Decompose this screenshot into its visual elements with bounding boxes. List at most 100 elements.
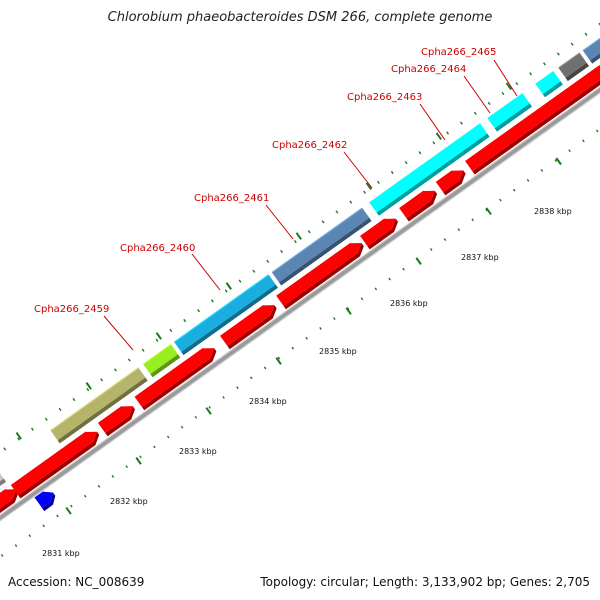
cds-feature-4-side — [141, 348, 217, 411]
gene-label-2459[interactable]: Cpha266_2459 — [34, 304, 109, 315]
outer-major-tick-1 — [15, 431, 22, 440]
inner-tick-2 — [28, 534, 32, 538]
cds-feature-4 — [134, 347, 217, 411]
inner-tick-41 — [568, 149, 571, 153]
cds-feature-4-hl — [134, 347, 204, 398]
major-tick-5 — [345, 307, 352, 315]
gene-label-2461[interactable]: Cpha266_2461 — [194, 193, 269, 204]
outer-tick-26 — [335, 210, 339, 214]
gene-feature-gray-side — [565, 62, 589, 82]
label-layer: Cpha266_2459 Cpha266_2460 Cpha266_2461 C… — [34, 47, 572, 558]
inner-tick-33 — [457, 228, 461, 232]
kbp-label-2831: 2831 kbp — [42, 549, 80, 558]
inner-tick-3 — [42, 524, 45, 528]
backbone-line — [0, 87, 600, 521]
gene-feature-steelblue-1 — [271, 207, 372, 286]
outer-tick-6 — [58, 407, 62, 412]
cds-feature-3-face — [98, 406, 133, 434]
cds-feature-4-face — [134, 348, 215, 407]
cds-feature-2 — [10, 431, 100, 499]
gene-label-2463[interactable]: Cpha266_2463 — [347, 92, 422, 103]
gene-feature-lightgray — [0, 473, 7, 487]
outer-tick-23 — [293, 239, 297, 244]
outer-tick-24 — [307, 230, 311, 234]
outer-tick-18 — [224, 289, 228, 293]
inner-tick-15 — [208, 405, 212, 409]
cds-feature-5 — [220, 304, 277, 350]
cds-feature-1 — [0, 489, 19, 514]
inner-tick-36 — [499, 198, 502, 202]
outer-tick-34 — [446, 131, 450, 135]
leader-line-layer — [103, 59, 518, 351]
gene-feature-cyan-2-face — [487, 93, 530, 129]
inner-tick-27 — [374, 287, 378, 291]
inner-tick-7 — [97, 484, 101, 488]
gene-label-2464[interactable]: Cpha266_2464 — [391, 64, 466, 75]
inner-tick-4 — [56, 514, 59, 518]
blue-feature-2-side — [41, 492, 56, 512]
inner-tick-14 — [194, 415, 198, 419]
cds-feature-6-face — [276, 243, 362, 306]
gene-feature-steelblue-1-hl — [271, 207, 363, 273]
gene-label-2465[interactable]: Cpha266_2465 — [421, 47, 496, 58]
gene-feature-cyan-3-face — [535, 71, 561, 95]
cds-feature-8 — [399, 190, 438, 222]
inner-tick-13 — [180, 425, 184, 429]
cds-feature-9-face — [436, 170, 464, 193]
leader-line-1 — [103, 315, 134, 351]
outer-tick-15 — [183, 318, 187, 323]
feature-layer — [0, 37, 600, 514]
backbone-layer — [0, 86, 600, 522]
gene-feature-olive-face — [50, 367, 146, 441]
outer-tick-19 — [238, 279, 242, 283]
outer-tick-32 — [418, 151, 422, 155]
cds-feature-8-hl — [399, 190, 425, 209]
gene-feature-olive — [50, 367, 148, 444]
outer-tick-27 — [349, 200, 353, 204]
gene-feature-steelblue-1-face — [271, 208, 370, 283]
cds-feature-2-hl — [10, 431, 87, 486]
gene-feature-deepsky-side — [181, 284, 278, 356]
major-tick-1 — [65, 507, 72, 515]
gene-label-2462[interactable]: Cpha266_2462 — [272, 140, 347, 151]
gene-feature-cyan-3-side — [542, 81, 563, 98]
gene-feature-deepsky-face — [174, 274, 276, 352]
gene-feature-cyan-3 — [535, 71, 563, 98]
inner-tick-11 — [153, 445, 156, 449]
outer-tick-4 — [30, 427, 34, 431]
gene-feature-deepsky — [173, 274, 278, 356]
cds-feature-1-face — [0, 489, 17, 509]
cds-feature-10-hl — [465, 65, 600, 162]
outer-tick-33 — [432, 141, 436, 145]
outer-major-tick-8 — [505, 82, 512, 91]
gene-feature-lightgray-side — [0, 478, 7, 487]
outer-tick-25 — [321, 220, 325, 224]
leader-line-5 — [419, 103, 446, 141]
outer-tick-21 — [266, 259, 270, 263]
inner-tick-32 — [443, 238, 447, 241]
inner-tick-22 — [305, 336, 308, 340]
gene-feature-olive-side — [57, 377, 148, 444]
kbp-label-2835: 2835 kbp — [319, 347, 357, 356]
major-tick-8 — [555, 157, 562, 166]
gene-label-2460[interactable]: Cpha266_2460 — [120, 243, 195, 254]
outer-tick-10 — [114, 368, 117, 372]
inner-tick-29 — [402, 267, 405, 271]
gene-feature-cyan-1-side — [376, 133, 490, 216]
gene-feature-cyan-1-hl — [369, 123, 481, 204]
cds-feature-6 — [276, 242, 364, 310]
inner-tick-18 — [249, 376, 253, 380]
major-tick-3 — [205, 407, 212, 415]
cds-feature-6-hl — [276, 242, 352, 297]
gene-feature-lime — [142, 343, 181, 378]
kbp-label-2836: 2836 kbp — [390, 299, 428, 308]
gene-feature-cyan-2 — [487, 93, 532, 132]
cds-feature-9-hl — [435, 170, 453, 183]
gene-feature-cyan-3-hl — [535, 71, 554, 85]
cds-feature-5-face — [220, 305, 275, 346]
outer-tick-30 — [390, 170, 394, 175]
inner-tick-12 — [166, 435, 170, 439]
kbp-label-2833: 2833 kbp — [179, 447, 217, 456]
outer-tick-22 — [280, 249, 283, 254]
kbp-label-2834: 2834 kbp — [249, 397, 287, 406]
